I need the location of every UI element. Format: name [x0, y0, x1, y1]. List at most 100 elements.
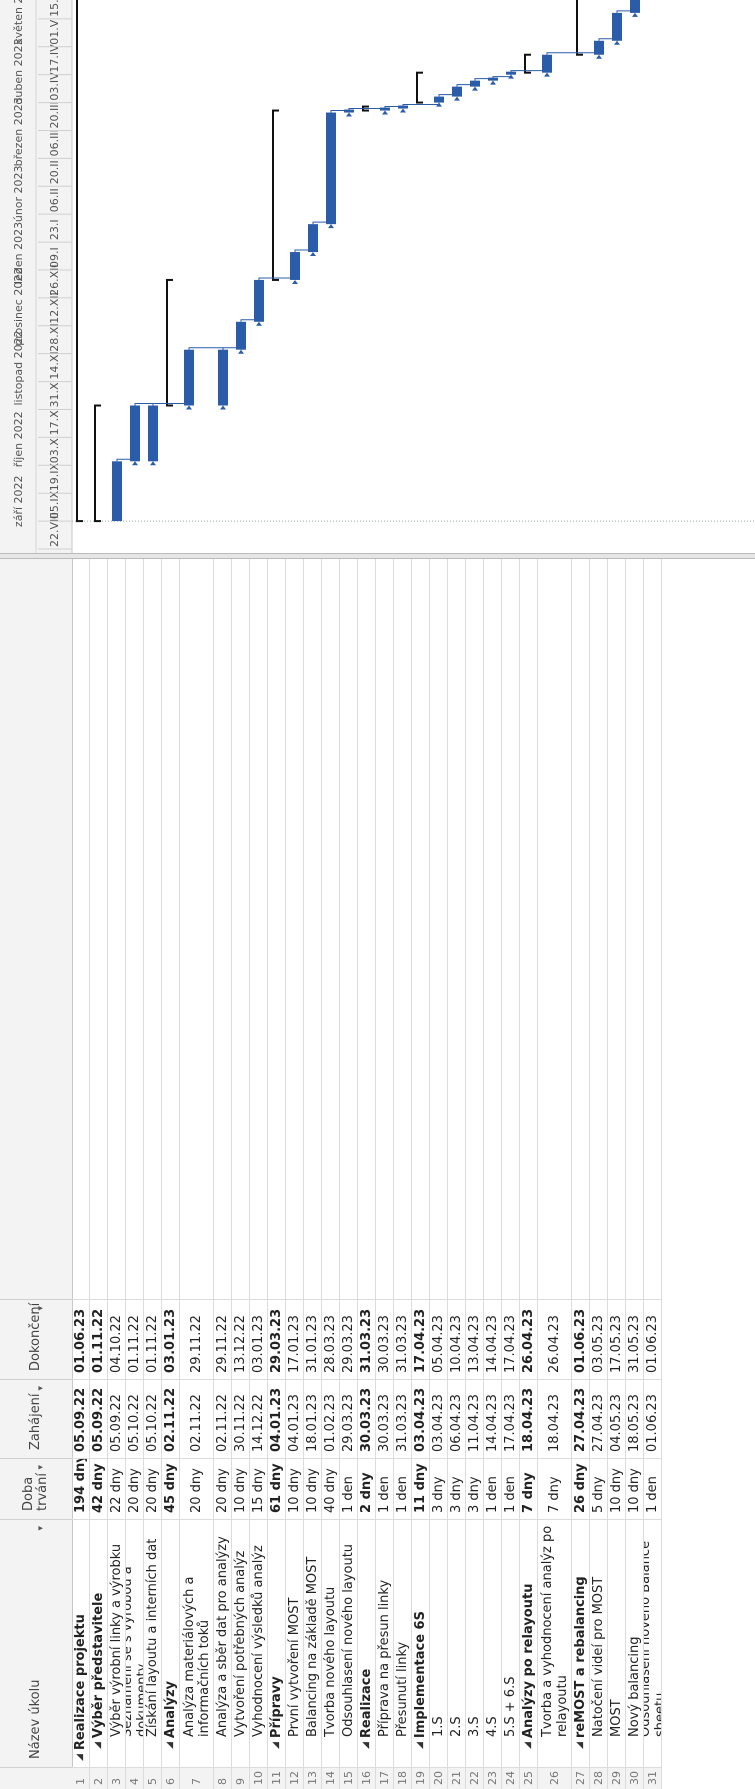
- task-duration[interactable]: 5 dny: [590, 1458, 607, 1519]
- table-row[interactable]: 30 Nový balancing 10 dny 18.05.23 31.05.23: [626, 559, 644, 1789]
- task-name[interactable]: ◢ Přípravy: [268, 1519, 285, 1767]
- task-start[interactable]: 29.03.23: [340, 1379, 357, 1458]
- task-name[interactable]: ◢ reMOST a rebalancing: [572, 1519, 589, 1767]
- task-duration[interactable]: 3 dny: [448, 1458, 465, 1519]
- table-row[interactable]: 15 Odsouhlasení nového layoutu 1 den 29.03.…: [340, 559, 358, 1789]
- column-header-task-name[interactable]: Název úkolu ▾: [0, 1519, 72, 1767]
- task-start[interactable]: 02.11.22: [162, 1379, 179, 1458]
- duration-dropdown-icon[interactable]: ▾: [36, 1465, 46, 1470]
- collapse-triangle-icon[interactable]: ◢: [93, 1742, 103, 1749]
- task-name[interactable]: MOST: [608, 1519, 625, 1767]
- task-start[interactable]: 04.01.23: [286, 1379, 303, 1458]
- table-row[interactable]: 24 5.S + 6.S 1 den 17.04.23 17.04.23: [502, 559, 520, 1789]
- table-row[interactable]: 2 ◢ Výběr představitele 42 dny 05.09.22 01.11…: [90, 559, 108, 1789]
- task-name[interactable]: ◢ Výběr představitele: [90, 1519, 107, 1767]
- task-start[interactable]: 27.04.23: [572, 1379, 589, 1458]
- task-finish[interactable]: 30.03.23: [376, 1299, 393, 1379]
- task-name[interactable]: 3.S: [466, 1519, 483, 1767]
- task-duration[interactable]: 3 dny: [466, 1458, 483, 1519]
- task-name[interactable]: 4.S: [484, 1519, 501, 1767]
- task-name[interactable]: Odsouhlasení nového Balance sheetu: [644, 1519, 661, 1767]
- task-name[interactable]: ◢ Analýzy po relayoutu: [520, 1519, 537, 1767]
- task-duration[interactable]: 1 den: [484, 1458, 501, 1519]
- task-start[interactable]: 11.04.23: [466, 1379, 483, 1458]
- collapse-triangle-icon[interactable]: ◢: [165, 1742, 175, 1749]
- collapse-triangle-icon[interactable]: ◢: [75, 1754, 85, 1761]
- task-duration[interactable]: 7 dny: [538, 1458, 571, 1519]
- task-duration[interactable]: 22 dny: [108, 1458, 125, 1519]
- table-row[interactable]: 8 Analýza a sběr dat pro analýzy 20 dny 02.…: [214, 559, 232, 1789]
- task-start[interactable]: 31.03.23: [394, 1379, 411, 1458]
- task-start[interactable]: 30.03.23: [358, 1379, 375, 1458]
- task-start[interactable]: 04.05.23: [608, 1379, 625, 1458]
- task-name[interactable]: Seznámení se s výrobou a dokumenty: [126, 1519, 143, 1767]
- task-name[interactable]: Natočení videí pro MOST: [590, 1519, 607, 1767]
- task-finish[interactable]: 05.04.23: [430, 1299, 447, 1379]
- task-name[interactable]: Nový balancing: [626, 1519, 643, 1767]
- task-finish[interactable]: 17.04.23: [502, 1299, 519, 1379]
- task-name[interactable]: Tvorba a vyhodnocení analýz po relayoutu: [538, 1519, 571, 1767]
- task-start[interactable]: 04.01.23: [268, 1379, 285, 1458]
- task-duration[interactable]: 61 dny: [268, 1458, 285, 1519]
- task-start[interactable]: 05.09.22: [72, 1379, 89, 1458]
- pane-splitter[interactable]: [0, 553, 755, 559]
- table-row[interactable]: 31 Odsouhlasení nového Balance sheetu 1 de…: [644, 559, 662, 1789]
- task-name[interactable]: 2.S: [448, 1519, 465, 1767]
- task-duration[interactable]: 194 dny: [72, 1458, 89, 1519]
- start-dropdown-icon[interactable]: ▾: [36, 1386, 46, 1391]
- task-duration[interactable]: 42 dny: [90, 1458, 107, 1519]
- table-row[interactable]: 16 ◢ Realizace 2 dny 30.03.23 31.03.23: [358, 559, 376, 1789]
- task-duration[interactable]: 7 dny: [520, 1458, 537, 1519]
- task-duration[interactable]: 10 dny: [304, 1458, 321, 1519]
- task-start[interactable]: 18.01.23: [304, 1379, 321, 1458]
- task-start[interactable]: 30.11.22: [232, 1379, 249, 1458]
- task-start[interactable]: 01.02.23: [322, 1379, 339, 1458]
- task-name[interactable]: 1.S: [430, 1519, 447, 1767]
- task-finish[interactable]: 26.04.23: [538, 1299, 571, 1379]
- table-row[interactable]: 26 Tvorba a vyhodnocení analýz po relayou…: [538, 559, 572, 1789]
- table-row[interactable]: 7 Analýza materiálových a informačních to…: [180, 559, 214, 1789]
- table-row[interactable]: 3 Výběr výrobní linky a výrobku 22 dny 05.0…: [108, 559, 126, 1789]
- task-duration[interactable]: 15 dny: [250, 1458, 267, 1519]
- task-duration[interactable]: 10 dny: [608, 1458, 625, 1519]
- task-duration[interactable]: 1 den: [502, 1458, 519, 1519]
- task-start[interactable]: 30.03.23: [376, 1379, 393, 1458]
- task-finish[interactable]: 29.03.23: [340, 1299, 357, 1379]
- table-row[interactable]: 14 Tvorba nového layoutu 40 dny 01.02.23 28.…: [322, 559, 340, 1789]
- table-row[interactable]: 29 MOST 10 dny 04.05.23 17.05.23: [608, 559, 626, 1789]
- table-row[interactable]: 4 Seznámení se s výrobou a dokumenty 20 dn…: [126, 559, 144, 1789]
- table-row[interactable]: 20 1.S 3 dny 03.04.23 05.04.23: [430, 559, 448, 1789]
- task-duration[interactable]: 10 dny: [626, 1458, 643, 1519]
- task-duration[interactable]: 26 dny: [572, 1458, 589, 1519]
- task-duration[interactable]: 20 dny: [214, 1458, 231, 1519]
- collapse-triangle-icon[interactable]: ◢: [415, 1742, 425, 1749]
- table-row[interactable]: 22 3.S 3 dny 11.04.23 13.04.23: [466, 559, 484, 1789]
- task-name[interactable]: Tvorba nového layoutu: [322, 1519, 339, 1767]
- task-start[interactable]: 05.09.22: [90, 1379, 107, 1458]
- task-finish[interactable]: 31.03.23: [394, 1299, 411, 1379]
- task-start[interactable]: 05.10.22: [126, 1379, 143, 1458]
- table-row[interactable]: 19 ◢ Implementace 6S 11 dny 03.04.23 17.04.23: [412, 559, 430, 1789]
- task-finish[interactable]: 31.01.23: [304, 1299, 321, 1379]
- collapse-triangle-icon[interactable]: ◢: [575, 1742, 585, 1749]
- task-start[interactable]: 17.04.23: [502, 1379, 519, 1458]
- task-name[interactable]: První vytvoření MOST: [286, 1519, 303, 1767]
- collapse-triangle-icon[interactable]: ◢: [271, 1742, 281, 1749]
- task-start[interactable]: 03.04.23: [412, 1379, 429, 1458]
- task-start[interactable]: 18.05.23: [626, 1379, 643, 1458]
- column-header-finish[interactable]: Dokončení ▾: [0, 1299, 72, 1379]
- table-row[interactable]: 13 Balancing na základě MOST 10 dny 18.01.2…: [304, 559, 322, 1789]
- table-row[interactable]: 10 Vyhodnocení výsledků analýz 15 dny 14.12…: [250, 559, 268, 1789]
- task-duration[interactable]: 11 dny: [412, 1458, 429, 1519]
- task-name[interactable]: ◢ Analýzy: [162, 1519, 179, 1767]
- task-duration[interactable]: 1 den: [394, 1458, 411, 1519]
- task-finish[interactable]: 31.05.23: [626, 1299, 643, 1379]
- task-duration[interactable]: 2 dny: [358, 1458, 375, 1519]
- task-duration[interactable]: 1 den: [376, 1458, 393, 1519]
- task-finish[interactable]: 17.01.23: [286, 1299, 303, 1379]
- task-name[interactable]: ◢ Realizace projektu: [72, 1519, 89, 1767]
- task-finish[interactable]: 04.10.22: [108, 1299, 125, 1379]
- table-row[interactable]: 9 Vytvoření potřebných analýz 10 dny 30.11.…: [232, 559, 250, 1789]
- task-duration[interactable]: 20 dny: [126, 1458, 143, 1519]
- task-name[interactable]: Balancing na základě MOST: [304, 1519, 321, 1767]
